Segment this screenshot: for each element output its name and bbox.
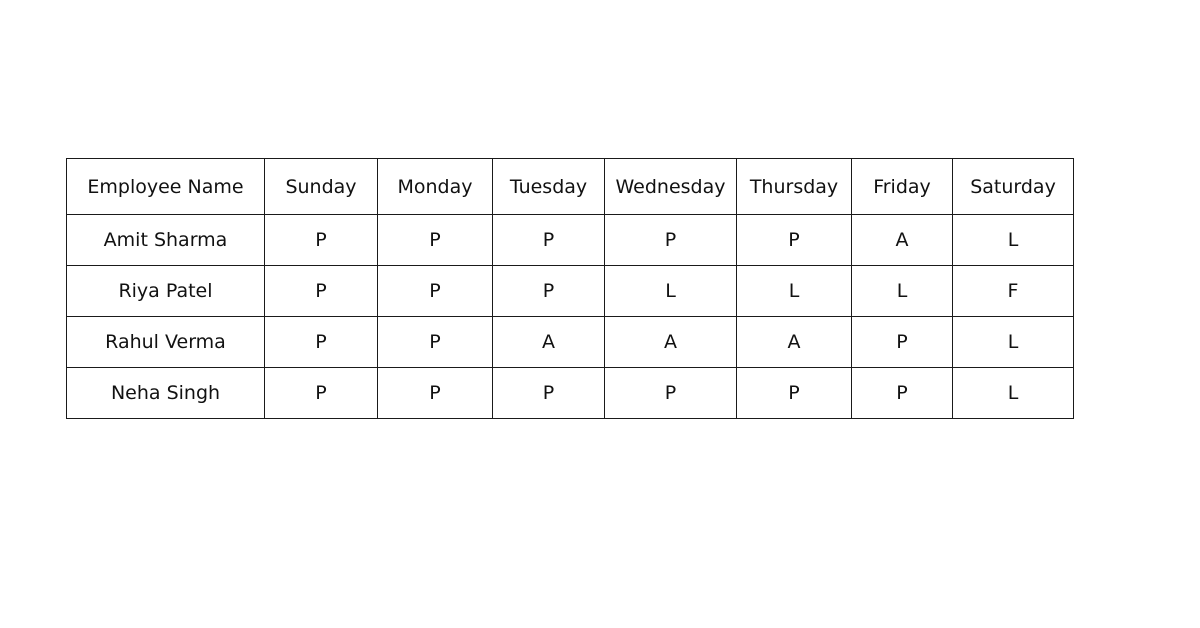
attendance-cell: P: [736, 367, 852, 419]
attendance-cell: P: [492, 367, 605, 419]
employee-name-cell: Amit Sharma: [66, 214, 265, 266]
attendance-cell: F: [952, 265, 1074, 317]
attendance-cell: P: [604, 367, 737, 419]
column-header: Friday: [851, 158, 953, 215]
column-header: Wednesday: [604, 158, 737, 215]
table-row: Rahul Verma P P A A A P L: [66, 316, 1074, 368]
attendance-cell: P: [377, 265, 493, 317]
column-header: Tuesday: [492, 158, 605, 215]
attendance-cell: P: [264, 316, 378, 368]
table-row: Amit Sharma P P P P P A L: [66, 214, 1074, 266]
employee-name-cell: Neha Singh: [66, 367, 265, 419]
attendance-cell: P: [264, 367, 378, 419]
employee-name-cell: Riya Patel: [66, 265, 265, 317]
column-header: Sunday: [264, 158, 378, 215]
attendance-cell: P: [851, 316, 953, 368]
attendance-cell: P: [736, 214, 852, 266]
header-row: Employee Name Sunday Monday Tuesday Wednesda…: [66, 158, 1074, 215]
attendance-cell: A: [604, 316, 737, 368]
column-header: Monday: [377, 158, 493, 215]
attendance-cell: L: [952, 316, 1074, 368]
attendance-cell: P: [264, 265, 378, 317]
attendance-cell: A: [492, 316, 605, 368]
attendance-cell: L: [952, 214, 1074, 266]
attendance-cell: P: [851, 367, 953, 419]
attendance-cell: A: [736, 316, 852, 368]
column-header: Employee Name: [66, 158, 265, 215]
table-row: Neha Singh P P P P P P L: [66, 367, 1074, 419]
attendance-cell: P: [492, 265, 605, 317]
attendance-cell: L: [604, 265, 737, 317]
employee-name-cell: Rahul Verma: [66, 316, 265, 368]
attendance-cell: P: [377, 367, 493, 419]
column-header: Thursday: [736, 158, 852, 215]
attendance-cell: L: [851, 265, 953, 317]
attendance-cell: L: [952, 367, 1074, 419]
attendance-cell: P: [492, 214, 605, 266]
table-row: Riya Patel P P P L L L F: [66, 265, 1074, 317]
attendance-cell: A: [851, 214, 953, 266]
attendance-cell: P: [264, 214, 378, 266]
attendance-cell: P: [377, 214, 493, 266]
attendance-cell: P: [377, 316, 493, 368]
attendance-table: Employee Name Sunday Monday Tuesday Wednesda…: [66, 158, 1074, 419]
attendance-cell: L: [736, 265, 852, 317]
attendance-cell: P: [604, 214, 737, 266]
column-header: Saturday: [952, 158, 1074, 215]
